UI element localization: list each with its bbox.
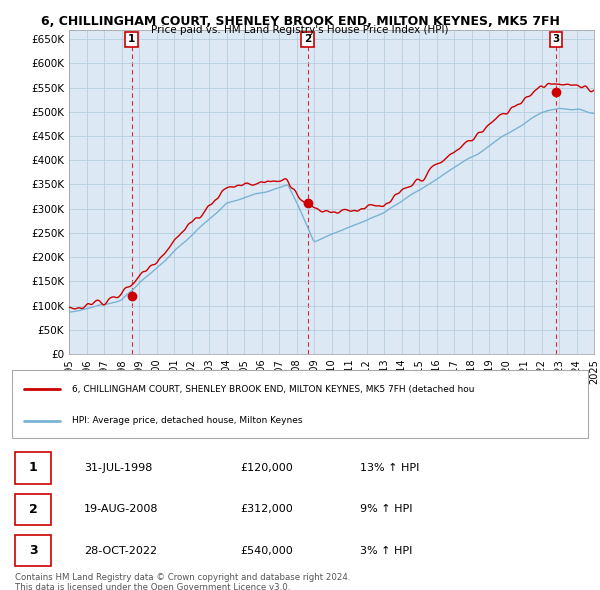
Text: 2: 2 [304,34,311,44]
Text: 1: 1 [128,34,135,44]
Text: 3: 3 [553,34,560,44]
Text: 3% ↑ HPI: 3% ↑ HPI [360,546,412,556]
Text: 31-JUL-1998: 31-JUL-1998 [84,463,152,473]
FancyBboxPatch shape [15,452,51,484]
Text: Contains HM Land Registry data © Crown copyright and database right 2024.: Contains HM Land Registry data © Crown c… [15,573,350,582]
Text: 2: 2 [29,503,37,516]
Text: 9% ↑ HPI: 9% ↑ HPI [360,504,413,514]
FancyBboxPatch shape [12,371,588,438]
Text: 3: 3 [29,544,37,558]
Text: Price paid vs. HM Land Registry's House Price Index (HPI): Price paid vs. HM Land Registry's House … [151,25,449,35]
Text: £120,000: £120,000 [240,463,293,473]
Text: 6, CHILLINGHAM COURT, SHENLEY BROOK END, MILTON KEYNES, MK5 7FH (detached hou: 6, CHILLINGHAM COURT, SHENLEY BROOK END,… [72,385,475,394]
Text: £312,000: £312,000 [240,504,293,514]
Text: 6, CHILLINGHAM COURT, SHENLEY BROOK END, MILTON KEYNES, MK5 7FH: 6, CHILLINGHAM COURT, SHENLEY BROOK END,… [41,15,559,28]
Text: HPI: Average price, detached house, Milton Keynes: HPI: Average price, detached house, Milt… [72,416,302,425]
FancyBboxPatch shape [15,535,51,566]
Text: 1: 1 [29,461,37,474]
Text: 28-OCT-2022: 28-OCT-2022 [84,546,157,556]
Text: 13% ↑ HPI: 13% ↑ HPI [360,463,419,473]
FancyBboxPatch shape [15,494,51,525]
Text: This data is licensed under the Open Government Licence v3.0.: This data is licensed under the Open Gov… [15,584,290,590]
Text: 19-AUG-2008: 19-AUG-2008 [84,504,158,514]
Text: £540,000: £540,000 [240,546,293,556]
